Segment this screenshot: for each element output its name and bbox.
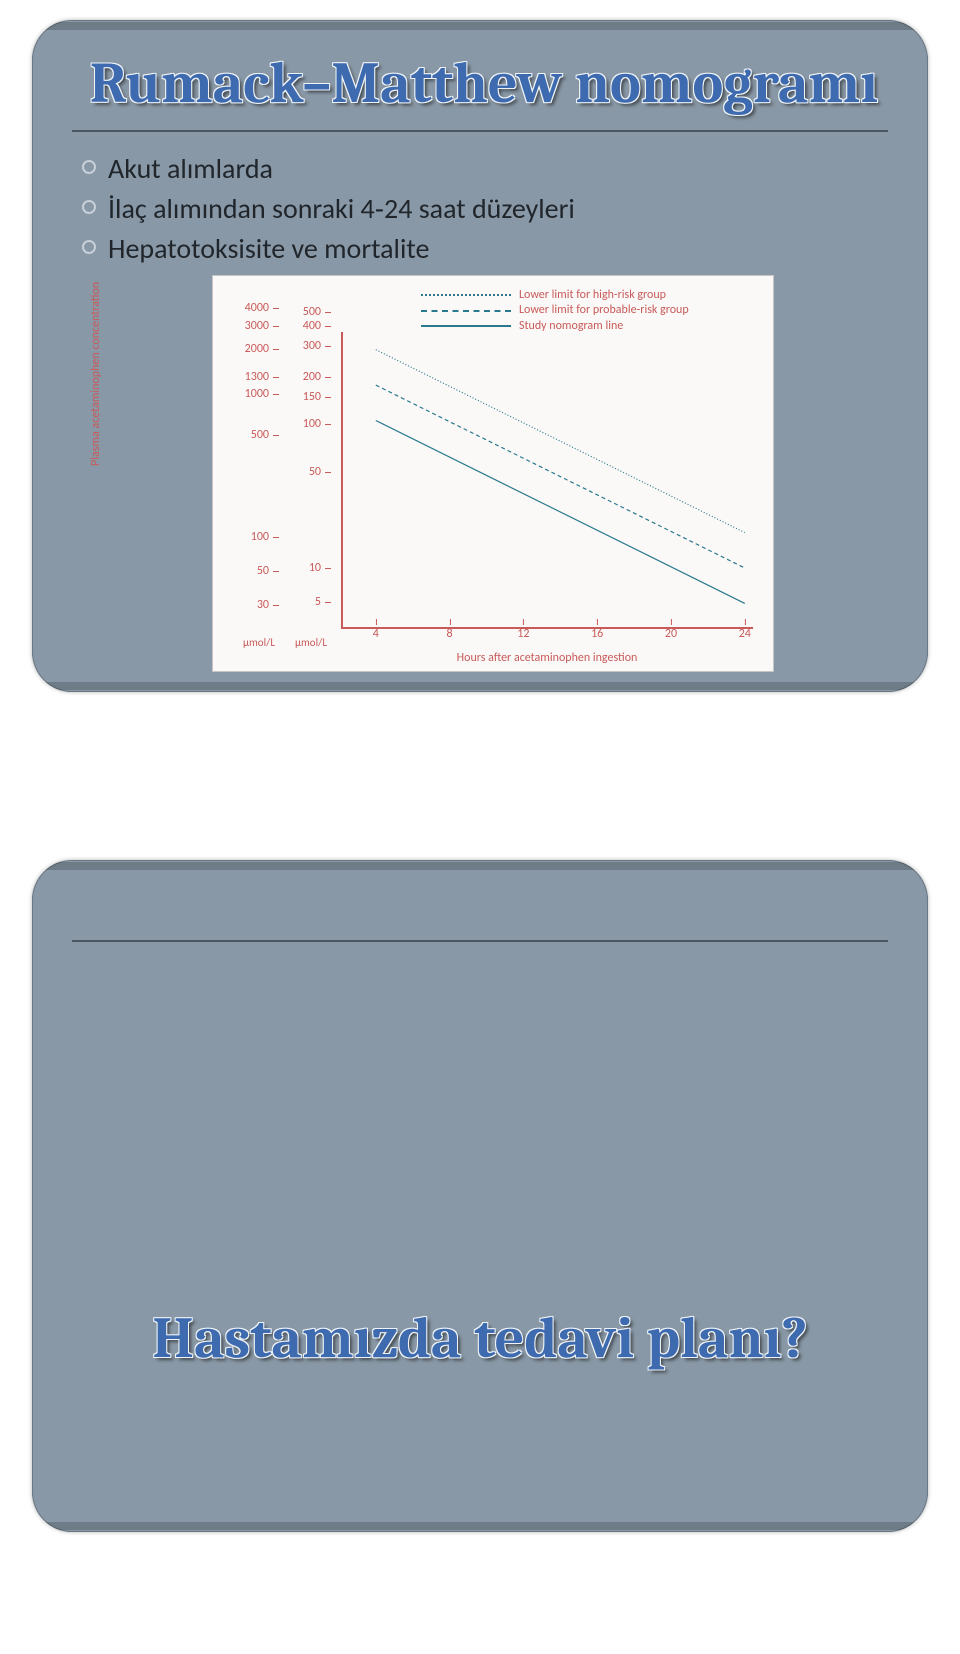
bullet-item: İlaç alımından sonraki 4‑24 saat düzeyle… bbox=[82, 190, 878, 228]
legend-label: Lower limit for high-risk group bbox=[519, 288, 666, 302]
slide-bottom-edge bbox=[36, 1522, 924, 1530]
bullet-list: Akut alımlarda İlaç alımından sonraki 4‑… bbox=[82, 150, 878, 269]
slide2-title-wrap: Hastamızda tedavi planı? bbox=[32, 1305, 928, 1372]
scale-b-tick: 150 bbox=[303, 390, 321, 404]
slide-bottom-edge bbox=[36, 682, 924, 690]
scale-b-tick: 50 bbox=[309, 465, 321, 479]
legend-line-icon bbox=[421, 294, 511, 296]
x-tick: 4 bbox=[373, 627, 379, 641]
bullet-item: Hepatotoksisite ve mortalite bbox=[82, 230, 878, 268]
legend-row: Lower limit for probable-risk group bbox=[421, 303, 753, 317]
x-tick: 12 bbox=[517, 627, 529, 641]
x-ticks: 4 8 12 16 20 24 bbox=[343, 627, 753, 647]
slide-1: Rumack–Matthew nomogramı Akut alımlarda … bbox=[32, 20, 928, 692]
bullet-icon bbox=[82, 160, 96, 174]
y-axis-label: Plasma acetaminophen concentration bbox=[89, 282, 103, 466]
chart-line bbox=[376, 421, 745, 604]
x-tick: 20 bbox=[665, 627, 677, 641]
scale-a-tick: 1300 bbox=[245, 370, 269, 384]
legend-label: Lower limit for probable-risk group bbox=[519, 303, 689, 317]
scale-a-tick: 2000 bbox=[245, 342, 269, 356]
bullet-text: Akut alımlarda bbox=[108, 150, 273, 188]
scale-b-tick: 300 bbox=[303, 339, 321, 353]
scale-a-tick: 500 bbox=[251, 428, 269, 442]
slide1-title-wrap: Rumack–Matthew nomogramı bbox=[82, 50, 878, 117]
scale-b-tick: 400 bbox=[303, 319, 321, 333]
scale-b-tick: 200 bbox=[303, 370, 321, 384]
scale-a-unit: μmol/L bbox=[243, 636, 275, 649]
scale-b: μmol/L 50040030020015010050105 bbox=[281, 288, 321, 629]
x-tick: 24 bbox=[739, 627, 751, 641]
legend-row: Lower limit for high-risk group bbox=[421, 288, 753, 302]
scale-a-tick: 1000 bbox=[245, 387, 269, 401]
slide-2: Hastamızda tedavi planı? bbox=[32, 860, 928, 1532]
scale-b-unit: μmol/L bbox=[295, 636, 327, 649]
legend-line-icon bbox=[421, 325, 511, 327]
plot-svg bbox=[343, 332, 753, 627]
scale-a-tick: 50 bbox=[257, 564, 269, 578]
chart-line bbox=[376, 350, 745, 533]
chart-line bbox=[376, 385, 745, 568]
scale-b-tick: 5 bbox=[315, 595, 321, 609]
scale-a-tick: 30 bbox=[257, 598, 269, 612]
bullet-icon bbox=[82, 200, 96, 214]
scale-a-tick: 4000 bbox=[245, 301, 269, 315]
bullet-item: Akut alımlarda bbox=[82, 150, 878, 188]
legend: Lower limit for high-risk groupLower lim… bbox=[421, 288, 753, 334]
scale-a-tick: 100 bbox=[251, 530, 269, 544]
nomogram-chart: Plasma acetaminophen concentration μmol/… bbox=[212, 275, 774, 672]
bullet-text: İlaç alımından sonraki 4‑24 saat düzeyle… bbox=[108, 190, 575, 228]
slide1-title: Rumack–Matthew nomogramı bbox=[90, 50, 878, 117]
scale-a: μmol/L 400030002000130010005001005030 bbox=[225, 288, 269, 629]
page: Rumack–Matthew nomogramı Akut alımlarda … bbox=[0, 0, 960, 1654]
chart-inner: Lower limit for high-risk groupLower lim… bbox=[341, 288, 753, 629]
legend-line-icon bbox=[421, 310, 511, 312]
x-tick: 8 bbox=[447, 627, 453, 641]
bullet-icon bbox=[82, 240, 96, 254]
scale-a-tick: 3000 bbox=[245, 319, 269, 333]
scale-b-tick: 100 bbox=[303, 417, 321, 431]
x-tick: 16 bbox=[591, 627, 603, 641]
slide-top-edge bbox=[36, 862, 924, 870]
plot-area: 4812162024 bbox=[341, 332, 753, 629]
bullet-text: Hepatotoksisite ve mortalite bbox=[108, 230, 429, 268]
title-rule bbox=[72, 130, 888, 132]
title-rule bbox=[72, 940, 888, 942]
legend-row: Study nomogram line bbox=[421, 319, 753, 333]
slide-top-edge bbox=[36, 22, 924, 30]
slide2-title: Hastamızda tedavi planı? bbox=[152, 1305, 807, 1372]
scale-b-tick: 500 bbox=[303, 305, 321, 319]
legend-label: Study nomogram line bbox=[519, 319, 623, 333]
x-axis-label: Hours after acetaminophen ingestion bbox=[341, 651, 753, 665]
scale-b-tick: 10 bbox=[309, 561, 321, 575]
